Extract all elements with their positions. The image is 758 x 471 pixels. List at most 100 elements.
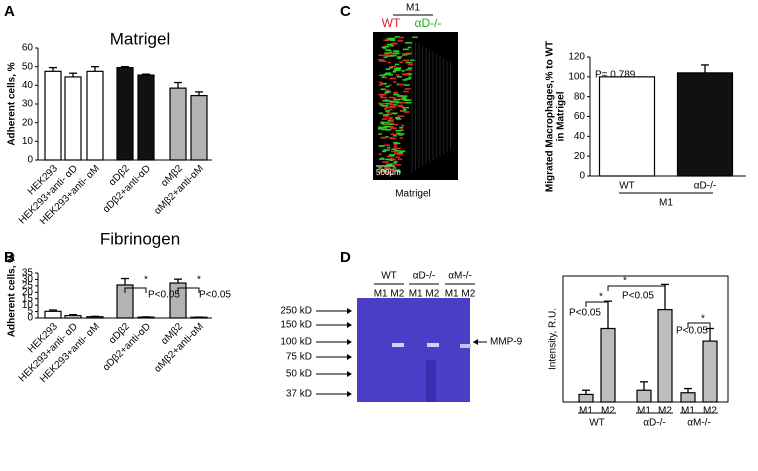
cell: [380, 96, 387, 99]
cell: [381, 93, 387, 96]
bar: [169, 87, 187, 161]
cell: [407, 46, 412, 49]
bar: [598, 76, 656, 177]
micrograph-ko: αD-/-: [415, 16, 442, 30]
marker-label: 100 kD: [280, 337, 312, 348]
cell: [390, 44, 395, 47]
annotation: *: [623, 276, 627, 287]
y-tick-label: 35: [22, 268, 34, 279]
cell: [393, 103, 397, 106]
cell: [395, 129, 403, 132]
cell: [393, 50, 400, 52]
cell: [387, 123, 395, 126]
cell: [381, 105, 389, 107]
gel-image: [357, 298, 470, 402]
cell: [385, 110, 390, 112]
cell: [388, 52, 393, 55]
cell: [392, 167, 397, 169]
cell: [412, 36, 418, 39]
cell: [381, 128, 388, 131]
cell: [387, 146, 391, 149]
cell: [402, 73, 409, 76]
cell: [380, 102, 386, 105]
cell: [378, 153, 382, 155]
arrowhead: [473, 339, 478, 345]
band-label: MMP-9: [490, 337, 523, 348]
cell: [394, 147, 401, 150]
cell: [396, 83, 400, 86]
gel-lanes: M1 M2: [374, 289, 405, 300]
group-label: M1: [659, 198, 673, 209]
y-tick-label: 20: [22, 117, 34, 128]
y-tick-label: 10: [22, 300, 34, 311]
cell: [398, 134, 403, 137]
cell: [386, 111, 391, 114]
cell: [383, 54, 391, 56]
cell: [397, 95, 404, 97]
cell: [398, 98, 403, 100]
x-tick-label: M2: [601, 406, 615, 417]
cell: [403, 111, 410, 113]
cell: [388, 74, 394, 76]
annotation: *: [599, 292, 603, 303]
cell: [400, 110, 405, 112]
cell: [380, 88, 386, 91]
cell: [394, 151, 400, 153]
cell: [398, 151, 404, 154]
cell: [395, 118, 402, 120]
cell: [390, 154, 395, 157]
cell: [384, 144, 390, 147]
arrowhead: [347, 354, 352, 360]
cell: [389, 105, 397, 107]
y-tick-label: 0: [27, 155, 33, 166]
cell: [403, 99, 410, 102]
cell: [389, 137, 397, 140]
x-tick-label: M1: [579, 406, 593, 417]
cell: [403, 84, 410, 86]
cell: [381, 150, 387, 153]
cell: [378, 167, 383, 169]
cell: [394, 123, 398, 126]
cell: [394, 153, 400, 155]
annotation: P= 0.789: [595, 70, 636, 81]
cell: [385, 106, 392, 109]
y-axis-label: Adherent cells, %: [7, 254, 18, 337]
group-label: αD-/-: [643, 418, 665, 429]
cell: [398, 36, 405, 39]
cell: [393, 143, 398, 146]
cell: [402, 108, 407, 111]
cell: [394, 63, 400, 66]
bar: [680, 392, 696, 403]
cell: [393, 145, 397, 148]
bar: [116, 66, 134, 161]
arrowhead: [347, 391, 352, 397]
gel-band: [460, 344, 471, 348]
cell: [402, 59, 409, 62]
y-tick-label: 5: [27, 306, 33, 317]
sig-bracket: [607, 285, 666, 291]
y-tick-label: 120: [568, 52, 585, 63]
cell: [405, 78, 411, 80]
cell: [389, 116, 393, 119]
cell: [384, 100, 392, 102]
bar: [676, 72, 734, 177]
bar: [578, 393, 594, 403]
cell: [407, 63, 414, 66]
gel: [357, 298, 471, 402]
cell: [387, 126, 394, 128]
cell: [395, 169, 400, 172]
cell: [389, 38, 394, 41]
chart-title: Fibrinogen: [100, 229, 180, 248]
sig-bracket: [687, 322, 711, 328]
cell: [388, 84, 392, 87]
cell: [397, 158, 403, 160]
cell: [394, 69, 401, 71]
cell: [393, 98, 400, 101]
chart-title: Matrigel: [110, 29, 170, 48]
cell: [381, 121, 385, 124]
cell: [392, 70, 397, 72]
sig-bracket: [177, 287, 200, 293]
cell: [389, 37, 396, 40]
cell: [392, 52, 400, 55]
